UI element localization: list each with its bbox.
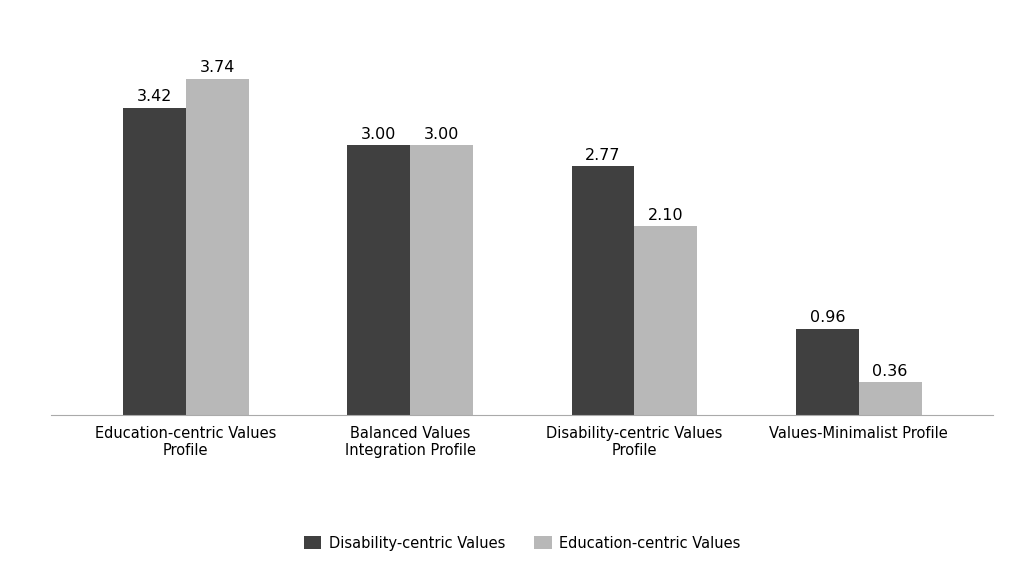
Bar: [410, 146, 473, 415]
Bar: [796, 328, 859, 415]
Bar: [123, 108, 185, 415]
Bar: [347, 146, 410, 415]
Text: 0.96: 0.96: [810, 310, 845, 325]
Bar: [859, 382, 922, 415]
Text: 3.42: 3.42: [136, 89, 172, 104]
Text: 2.10: 2.10: [648, 208, 684, 223]
Bar: [185, 79, 249, 415]
Legend: Disability-centric Values, Education-centric Values: Disability-centric Values, Education-cen…: [298, 530, 746, 557]
Text: 0.36: 0.36: [872, 364, 908, 379]
Bar: [571, 166, 635, 415]
Text: 3.00: 3.00: [361, 127, 396, 142]
Bar: [635, 226, 697, 415]
Text: 3.00: 3.00: [424, 127, 459, 142]
Text: 3.74: 3.74: [200, 60, 234, 75]
Text: 2.77: 2.77: [586, 147, 621, 162]
